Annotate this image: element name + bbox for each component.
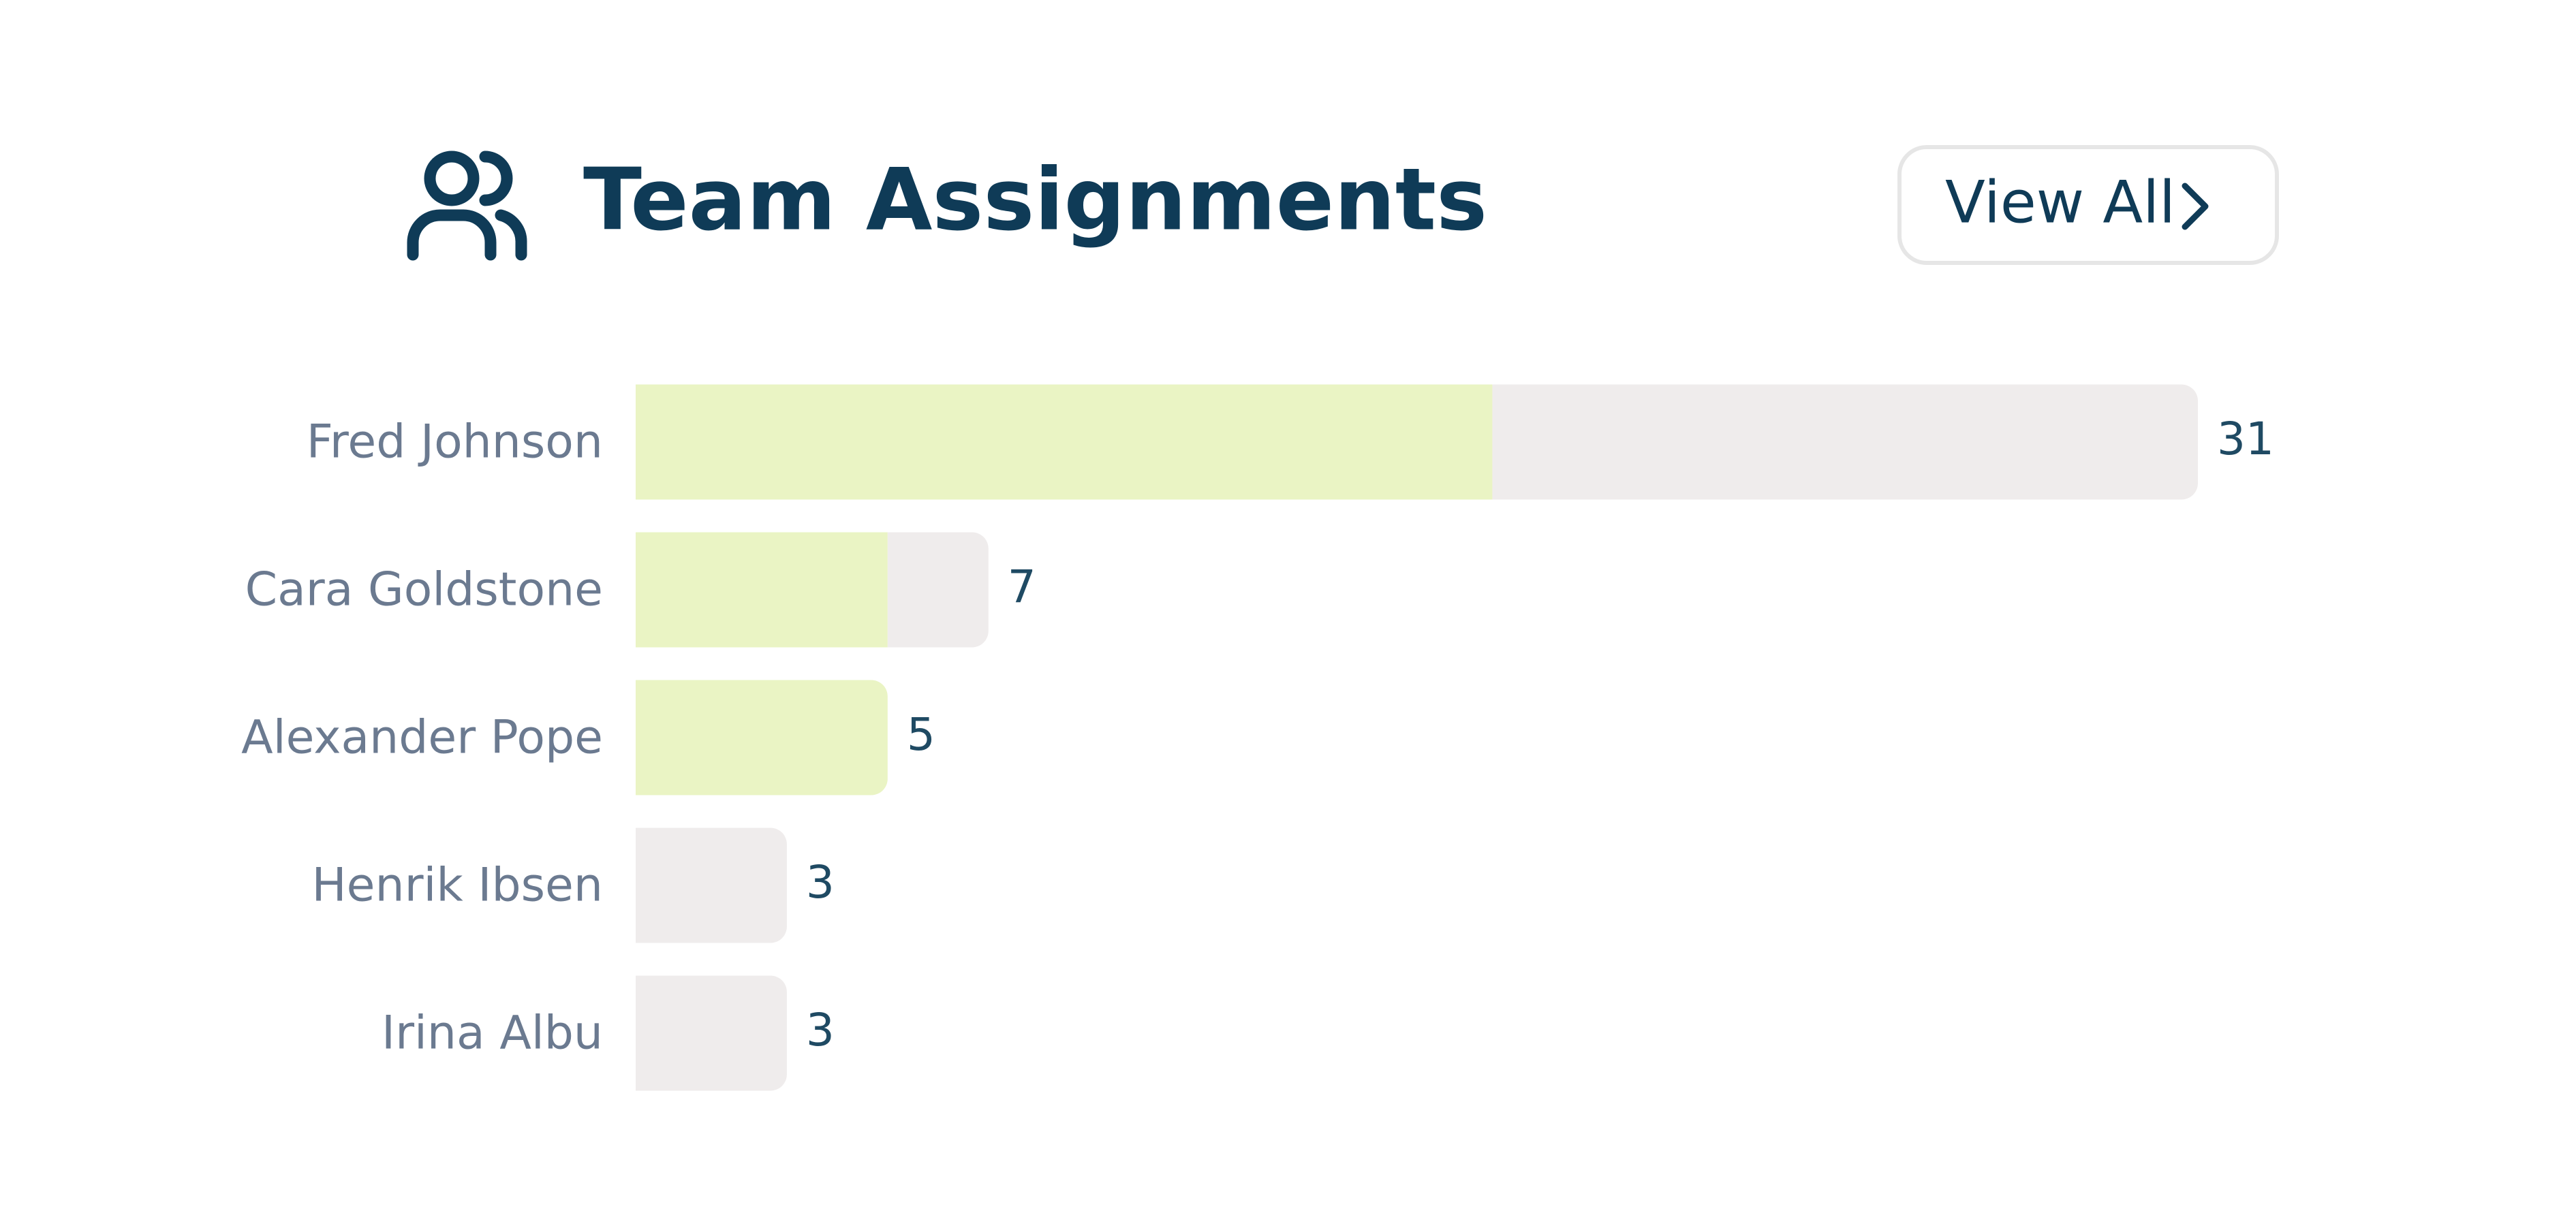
- total-label: 5: [907, 708, 935, 761]
- row-label: Henrik Ibsen: [312, 859, 604, 913]
- bar-segment: [636, 975, 787, 1091]
- total-label: 31: [2217, 413, 2274, 465]
- view-all-button[interactable]: View All: [1897, 145, 2279, 265]
- total-label: 3: [806, 1004, 835, 1056]
- bar-segment: [636, 680, 888, 795]
- bar-segment: [636, 384, 1493, 500]
- row-label: Irina Albu: [382, 1007, 603, 1060]
- row-label: Alexander Pope: [241, 711, 603, 765]
- row-label: Cara Goldstone: [245, 563, 603, 617]
- button-label[interactable]: View All: [1945, 168, 2175, 236]
- bar-segment: [636, 827, 787, 943]
- bar-segment: [887, 532, 989, 648]
- bar-segment: [636, 532, 888, 648]
- total-label: 3: [806, 856, 835, 909]
- row-label: Fred Johnson: [307, 415, 603, 469]
- chevron[interactable]: [2182, 183, 2209, 230]
- bar-segment: [1492, 384, 2198, 500]
- title: Team Assignments: [583, 150, 1487, 250]
- button-frame[interactable]: [1897, 145, 2279, 265]
- team-icon: [407, 151, 527, 261]
- total-label: 7: [1008, 561, 1036, 613]
